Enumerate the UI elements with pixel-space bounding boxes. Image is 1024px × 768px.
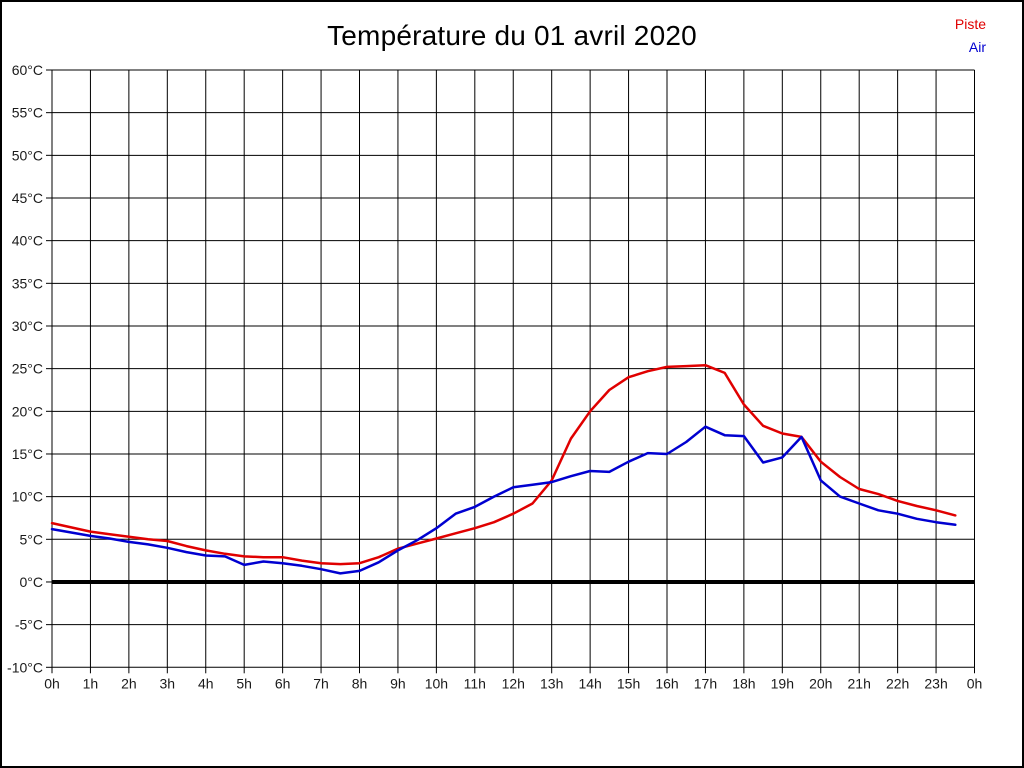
series-line-piste: [50, 363, 957, 566]
y-tick-label: 25°C: [12, 361, 43, 377]
chart-legend: Piste Air: [955, 13, 986, 59]
x-tick-label: 8h: [352, 675, 368, 691]
y-tick-label: -10°C: [7, 659, 43, 675]
series-line-air: [50, 425, 957, 575]
x-tick-label: 21h: [848, 675, 871, 691]
x-tick-label: 13h: [540, 675, 563, 691]
y-tick-label: -5°C: [15, 617, 43, 633]
y-tick-label: 60°C: [12, 62, 43, 78]
y-tick-label: 35°C: [12, 275, 43, 291]
x-tick-label: 20h: [809, 675, 832, 691]
x-tick-label: 22h: [886, 675, 909, 691]
y-tick-label: 50°C: [12, 147, 43, 163]
x-tick-label: 0h: [44, 675, 60, 691]
x-tick-label: 14h: [578, 675, 601, 691]
chart-title: Température du 01 avril 2020: [327, 20, 697, 51]
x-tick-label: 4h: [198, 675, 214, 691]
x-tick-label: 15h: [617, 675, 640, 691]
y-tick-label: 0°C: [20, 574, 44, 590]
x-tick-label: 5h: [236, 675, 252, 691]
x-tick-label: 11h: [464, 675, 486, 691]
x-tick-label: 10h: [425, 675, 448, 691]
y-tick-label: 20°C: [12, 403, 43, 419]
y-tick-label: 5°C: [20, 531, 44, 547]
legend-item-piste: Piste: [954, 16, 986, 32]
x-tick-label: 0h: [967, 675, 983, 691]
x-tick-label: 6h: [275, 675, 291, 691]
y-tick-label: 15°C: [12, 446, 43, 462]
y-tick-label: 55°C: [12, 105, 43, 121]
y-tick-label: 45°C: [12, 190, 43, 206]
legend-item-air: Air: [968, 39, 986, 55]
x-tick-label: 16h: [655, 675, 678, 691]
x-tick-label: 23h: [924, 675, 947, 691]
x-tick-label: 7h: [313, 675, 329, 691]
x-tick-label: 18h: [732, 675, 755, 691]
x-tick-label: 12h: [502, 675, 525, 691]
x-tick-label: 19h: [771, 675, 794, 691]
x-tick-label: 17h: [694, 675, 717, 691]
y-tick-label: 30°C: [12, 318, 43, 334]
x-tick-label: 2h: [121, 675, 137, 691]
y-tick-label: 10°C: [12, 489, 43, 505]
x-tick-label: 9h: [390, 675, 406, 691]
x-tick-label: 3h: [160, 675, 176, 691]
x-tick-label: 1h: [83, 675, 99, 691]
y-tick-label: 40°C: [12, 233, 43, 249]
